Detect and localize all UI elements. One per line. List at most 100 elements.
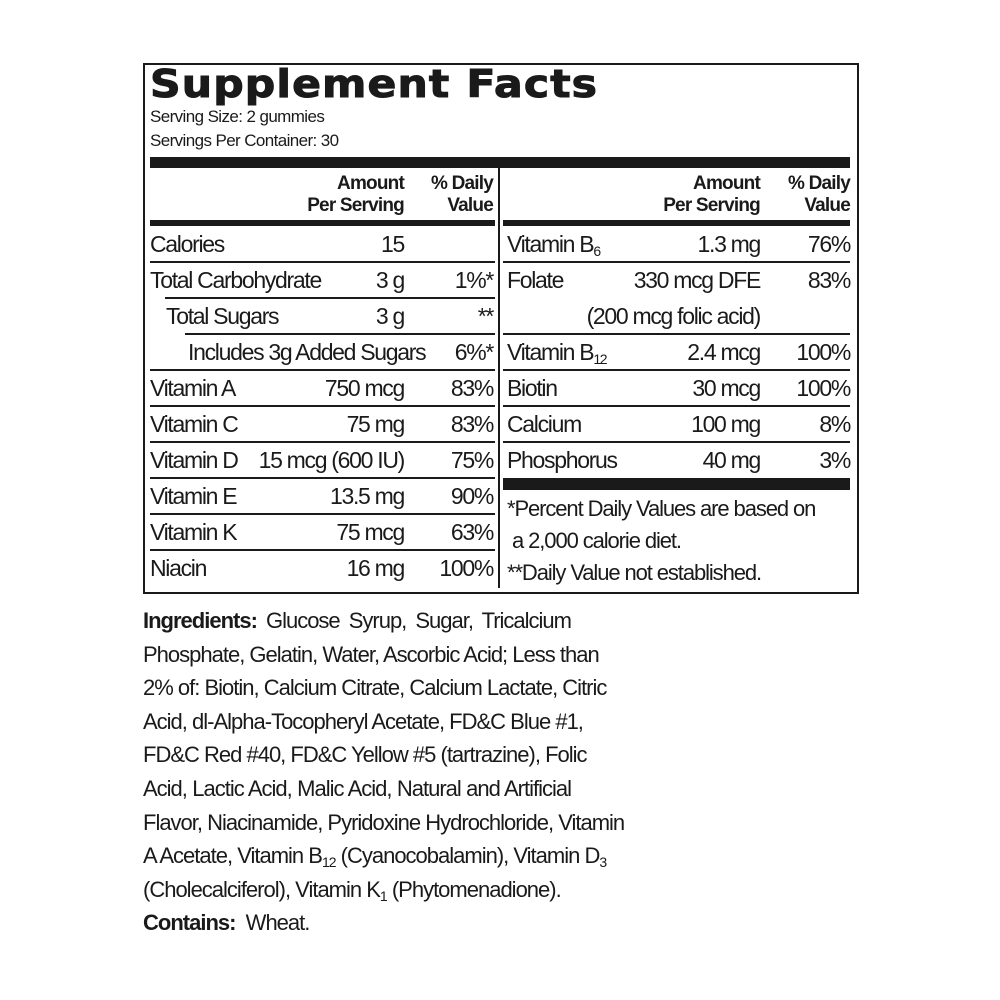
row-divider bbox=[150, 261, 495, 263]
ingredients-text: 2% of: Biotin, Calcium Citrate, Calcium … bbox=[143, 675, 607, 701]
ingredients-line: (Cholecalciferol), Vitamin K1 (Phytomena… bbox=[143, 873, 571, 907]
nutrient-name: Vitamin K bbox=[150, 519, 238, 545]
ingredients-line: 2% of: Biotin, Calcium Citrate, Calcium … bbox=[143, 671, 607, 705]
nutrient-row: Niacin 16 mg 100% bbox=[150, 550, 495, 586]
dv-header-right: % Daily Value bbox=[788, 173, 851, 216]
row-divider bbox=[150, 513, 495, 515]
nutrient-name: Vitamin B6 bbox=[507, 226, 601, 262]
amount-header-right: Amount Per Serving bbox=[663, 173, 761, 216]
nutrient-name-text: Folate bbox=[507, 267, 564, 293]
row-divider bbox=[503, 261, 850, 263]
ingredients-label: Ingredients: bbox=[143, 608, 258, 633]
nutrient-name: Vitamin C bbox=[150, 411, 239, 437]
ingredients-text: (Cholecalciferol), Vitamin K bbox=[143, 876, 381, 902]
header-divider-left bbox=[150, 220, 495, 226]
ingredients-line: Ingredients: Glucose Syrup, Sugar, Trica… bbox=[143, 604, 572, 638]
nutrient-amount: 2.4 mcg bbox=[687, 339, 761, 365]
nutrient-row: Vitamin D 15 mcg (600 IU) 75% bbox=[150, 442, 495, 478]
nutrient-amount: 330 mcg DFE bbox=[633, 267, 762, 293]
footnote-divider bbox=[503, 478, 850, 490]
nutrient-name: Total Sugars bbox=[166, 303, 280, 329]
nutrient-amount: 75 mg bbox=[346, 411, 406, 437]
nutrient-row: Total Carbohydrate 3 g 1%* bbox=[150, 262, 495, 298]
nutrient-daily-value: 6%* bbox=[454, 339, 495, 365]
nutrient-name: Vitamin D bbox=[150, 447, 239, 473]
row-divider bbox=[503, 333, 850, 335]
nutrient-row: Phosphorus 40 mg 3% bbox=[503, 442, 851, 478]
thick-divider bbox=[150, 157, 850, 168]
ingredients-text: Acid, Lactic Acid, Malic Acid, Natural a… bbox=[143, 775, 572, 801]
nutrient-row: Vitamin C 75 mg 83% bbox=[150, 406, 495, 442]
nutrient-amount: 3 g bbox=[375, 267, 405, 293]
nutrient-row: Vitamin K 75 mcg 63% bbox=[150, 514, 495, 550]
contains-statement: Contains: Wheat. bbox=[143, 910, 311, 936]
contains-value: Wheat. bbox=[235, 910, 311, 935]
nutrient-name-text: Biotin bbox=[507, 375, 558, 401]
nutrient-name-text: Vitamin B bbox=[507, 339, 595, 365]
ingredients-line: Flavor, Niacinamide, Pyridoxine Hydrochl… bbox=[143, 806, 625, 840]
nutrient-row: Vitamin A 750 mcg 83% bbox=[150, 370, 495, 406]
ingredients-text: (Cyanocobalamin), Vitamin D bbox=[335, 843, 601, 869]
nutrient-daily-value: 1%* bbox=[454, 267, 495, 293]
nutrient-row: Vitamin B6 1.3 mg 76% bbox=[503, 226, 851, 262]
nutrient-daily-value: 75% bbox=[450, 447, 494, 473]
footnote-not-established: **Daily Value not established. bbox=[507, 560, 762, 585]
dv-header-left: % Daily Value bbox=[431, 173, 494, 216]
footnote-calorie-diet: a 2,000 calorie diet. bbox=[507, 528, 682, 553]
nutrient-daily-value: 63% bbox=[450, 519, 494, 545]
nutrient-amount-detail: (200 mcg folic acid) bbox=[586, 303, 762, 329]
panel-title: Supplement Facts bbox=[149, 62, 599, 107]
nutrient-name: Includes 3g Added Sugars bbox=[188, 339, 427, 365]
nutrient-row: Total Sugars 3 g ** bbox=[150, 298, 495, 334]
row-divider bbox=[503, 441, 850, 443]
nutrient-amount: 3 g bbox=[375, 303, 405, 329]
nutrient-daily-value: 83% bbox=[807, 267, 851, 293]
nutrient-daily-value: 100% bbox=[439, 555, 494, 581]
ingredients-line: A Acetate, Vitamin B12 (Cyanocobalamin),… bbox=[143, 839, 607, 873]
nutrient-name: Vitamin B12 bbox=[507, 334, 608, 370]
nutrient-row: Vitamin E 13.5 mg 90% bbox=[150, 478, 495, 514]
nutrient-name: Folate bbox=[507, 262, 564, 298]
servings-per-container: Servings Per Container: 30 bbox=[150, 131, 339, 150]
nutrient-amount: 15 bbox=[381, 231, 405, 257]
nutrient-name: Niacin bbox=[150, 555, 207, 581]
nutrient-row: Calcium 100 mg 8% bbox=[503, 406, 851, 442]
nutrient-name: Biotin bbox=[507, 370, 558, 406]
nutrient-subscript: 12 bbox=[593, 351, 607, 367]
nutrient-daily-value: 8% bbox=[819, 411, 851, 437]
nutrient-row: Folate 330 mcg DFE (200 mcg folic acid) 83% bbox=[503, 262, 851, 334]
nutrient-amount: 40 mg bbox=[702, 447, 762, 473]
nutrient-amount: 100 mg bbox=[691, 411, 761, 437]
nutrient-name: Calcium bbox=[507, 406, 582, 442]
ingredients-text: A Acetate, Vitamin B bbox=[143, 843, 323, 869]
nutrient-name-text: Phosphorus bbox=[507, 447, 618, 473]
row-divider bbox=[150, 369, 495, 371]
ingredients-line: Phosphate, Gelatin, Water, Ascorbic Acid… bbox=[143, 638, 600, 672]
nutrient-amount: 75 mcg bbox=[336, 519, 405, 545]
ingredients-list: Ingredients: Glucose Syrup, Sugar, Trica… bbox=[143, 604, 625, 907]
ingredients-text: FD&C Red #40, FD&C Yellow #5 (tartrazine… bbox=[143, 742, 588, 768]
nutrient-amount: 13.5 mg bbox=[329, 483, 405, 509]
row-divider bbox=[165, 297, 495, 299]
subscript: 3 bbox=[599, 854, 607, 871]
row-divider bbox=[150, 549, 495, 551]
nutrient-name: Calories bbox=[150, 231, 225, 257]
nutrient-amount: 30 mcg bbox=[692, 375, 761, 401]
nutrient-daily-value: 83% bbox=[450, 375, 494, 401]
row-divider bbox=[503, 369, 850, 371]
nutrient-daily-value: 90% bbox=[450, 483, 494, 509]
supplement-facts-panel bbox=[143, 63, 859, 594]
nutrient-name: Phosphorus bbox=[507, 442, 618, 478]
ingredients-line: Acid, Lactic Acid, Malic Acid, Natural a… bbox=[143, 772, 572, 806]
nutrient-daily-value: 3% bbox=[819, 447, 851, 473]
serving-size: Serving Size: 2 gummies bbox=[150, 107, 325, 126]
nutrient-row: Calories 15 bbox=[150, 226, 495, 262]
ingredients-text: Glucose Syrup, Sugar, Tricalcium bbox=[256, 608, 572, 633]
nutrient-subscript: 6 bbox=[593, 243, 601, 259]
nutrient-daily-value: ** bbox=[477, 303, 495, 329]
ingredients-text: Phosphate, Gelatin, Water, Ascorbic Acid… bbox=[143, 641, 600, 667]
footnote-daily-values: *Percent Daily Values are based on bbox=[507, 496, 816, 521]
nutrient-row: Biotin 30 mcg 100% bbox=[503, 370, 851, 406]
subscript: 12 bbox=[321, 854, 337, 871]
nutrient-daily-value: 100% bbox=[796, 339, 851, 365]
